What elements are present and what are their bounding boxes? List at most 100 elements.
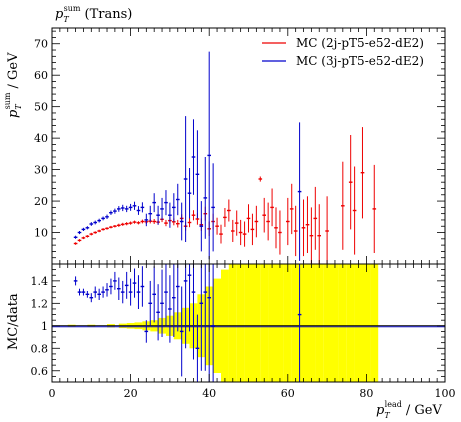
main-point-s0 bbox=[274, 207, 278, 249]
main-point-s0 bbox=[140, 219, 145, 224]
main-point-s1 bbox=[172, 193, 176, 222]
main-point-s0 bbox=[258, 176, 263, 182]
main-point-s0 bbox=[372, 164, 377, 253]
ratio-point-s0 bbox=[117, 277, 121, 300]
x-tick-label: 60 bbox=[281, 387, 295, 400]
main-point-s1 bbox=[89, 222, 94, 226]
ratio-band-bin bbox=[323, 264, 332, 382]
y-label-sub: T bbox=[14, 104, 23, 110]
main-point-s0 bbox=[227, 199, 231, 222]
main-point-s1 bbox=[187, 168, 192, 219]
main-tick-layer: 10 20 30 40 50 60 70 bbox=[34, 28, 446, 265]
main-point-s1 bbox=[179, 202, 184, 241]
ratio-point-s0 bbox=[136, 275, 141, 309]
main-y-tick-label: 20 bbox=[34, 195, 48, 208]
main-point-s0 bbox=[73, 242, 78, 245]
main-point-s1 bbox=[191, 119, 196, 195]
ratio-point-s0 bbox=[176, 264, 180, 332]
ratio-point-s0 bbox=[73, 276, 78, 286]
chart-title-rest: (Trans) bbox=[85, 7, 133, 22]
legend: MC (2j-pT5-e52-dE2) MC (3j-pT5-e52-dE2) bbox=[262, 36, 424, 68]
x-tick-label: 20 bbox=[124, 387, 138, 400]
main-point-s1 bbox=[128, 203, 133, 211]
ratio-point-s0 bbox=[195, 314, 200, 382]
main-point-s1 bbox=[85, 226, 90, 230]
x-tick-label: 100 bbox=[435, 387, 456, 400]
ratio-y-tick-label: 0.6 bbox=[31, 365, 49, 378]
ratio-band-bin bbox=[252, 264, 261, 382]
ratio-y-tick-label: 1 bbox=[41, 320, 48, 333]
ratio-point-s0 bbox=[93, 286, 97, 298]
main-point-s0 bbox=[152, 219, 156, 224]
main-point-s0 bbox=[124, 222, 129, 226]
main-point-s0 bbox=[238, 219, 243, 246]
main-point-s0 bbox=[313, 186, 318, 250]
chart-title: pTsum (Trans) bbox=[55, 4, 132, 24]
main-point-s0 bbox=[81, 236, 86, 240]
x-tick-label: 80 bbox=[359, 387, 373, 400]
main-y-axis-label: pTsum / GeV bbox=[3, 52, 23, 118]
chart-title-sub: T bbox=[63, 15, 69, 24]
main-point-s0 bbox=[234, 210, 239, 236]
main-point-s1 bbox=[101, 216, 105, 221]
main-point-s0 bbox=[250, 213, 255, 246]
ratio-y-tick-label: 1.2 bbox=[31, 297, 49, 310]
ratio-y-tick-label: 0.8 bbox=[31, 342, 49, 355]
ratio-point-s0 bbox=[124, 271, 129, 299]
main-point-s0 bbox=[128, 221, 133, 225]
ratio-band-bin bbox=[331, 264, 339, 382]
y-label-symbol: p bbox=[6, 109, 21, 118]
main-point-s1 bbox=[109, 210, 113, 215]
ratio-band-bin bbox=[362, 264, 371, 382]
ratio-band-bin bbox=[370, 264, 379, 382]
main-point-s0 bbox=[325, 196, 329, 264]
main-point-s0 bbox=[215, 217, 219, 235]
main-y-tick-label: 40 bbox=[34, 132, 48, 145]
ratio-y-tick-label: 1.4 bbox=[31, 275, 49, 288]
ratio-band-bin bbox=[307, 264, 316, 382]
main-point-s0 bbox=[278, 210, 282, 255]
main-point-s0 bbox=[341, 161, 345, 250]
ratio-point-s0 bbox=[109, 278, 113, 295]
ratio-band-bin bbox=[260, 264, 269, 382]
ratio-point-s0 bbox=[128, 278, 133, 306]
main-point-s0 bbox=[293, 205, 298, 257]
main-point-s1 bbox=[140, 202, 145, 213]
ratio-point-s0 bbox=[183, 264, 188, 349]
x-label-unit: / GeV bbox=[406, 403, 443, 418]
ratio-point-s0 bbox=[172, 264, 176, 337]
ratio-point-s0 bbox=[105, 283, 109, 297]
legend-entry-3j: MC (3j-pT5-e52-dE2) bbox=[262, 54, 424, 68]
chart-title-symbol: p bbox=[55, 7, 64, 22]
main-point-s0 bbox=[101, 228, 105, 231]
main-point-s1 bbox=[105, 214, 109, 219]
ratio-point-s0 bbox=[168, 275, 172, 343]
main-point-s1 bbox=[81, 227, 86, 231]
ratio-point-s0 bbox=[144, 320, 149, 343]
main-point-s1 bbox=[136, 206, 141, 215]
x-label-sup: lead bbox=[385, 400, 402, 409]
main-point-s0 bbox=[164, 219, 168, 227]
x-tick-label: 40 bbox=[202, 387, 216, 400]
x-tick-label: 0 bbox=[49, 387, 56, 400]
ratio-point-s0 bbox=[191, 264, 196, 360]
main-point-s0 bbox=[242, 221, 247, 247]
main-y-tick-label: 70 bbox=[34, 38, 48, 51]
main-point-s0 bbox=[301, 199, 306, 257]
main-point-s1 bbox=[176, 183, 180, 216]
main-point-s0 bbox=[360, 127, 365, 219]
ratio-band-bin bbox=[299, 264, 308, 382]
ratio-point-s0 bbox=[140, 266, 145, 307]
main-point-s0 bbox=[77, 239, 82, 242]
y-label-unit: / GeV bbox=[6, 52, 21, 89]
ratio-band-layer bbox=[67, 264, 379, 382]
main-point-s0 bbox=[191, 210, 196, 221]
main-point-s1 bbox=[124, 205, 129, 213]
main-point-s0 bbox=[85, 235, 90, 238]
x-label-sub: T bbox=[384, 411, 390, 420]
main-point-s1 bbox=[203, 157, 208, 239]
main-y-tick-label: 50 bbox=[34, 101, 48, 114]
main-point-s0 bbox=[117, 223, 121, 227]
ratio-point-s0 bbox=[89, 293, 94, 303]
ratio-band-bin bbox=[315, 264, 324, 382]
